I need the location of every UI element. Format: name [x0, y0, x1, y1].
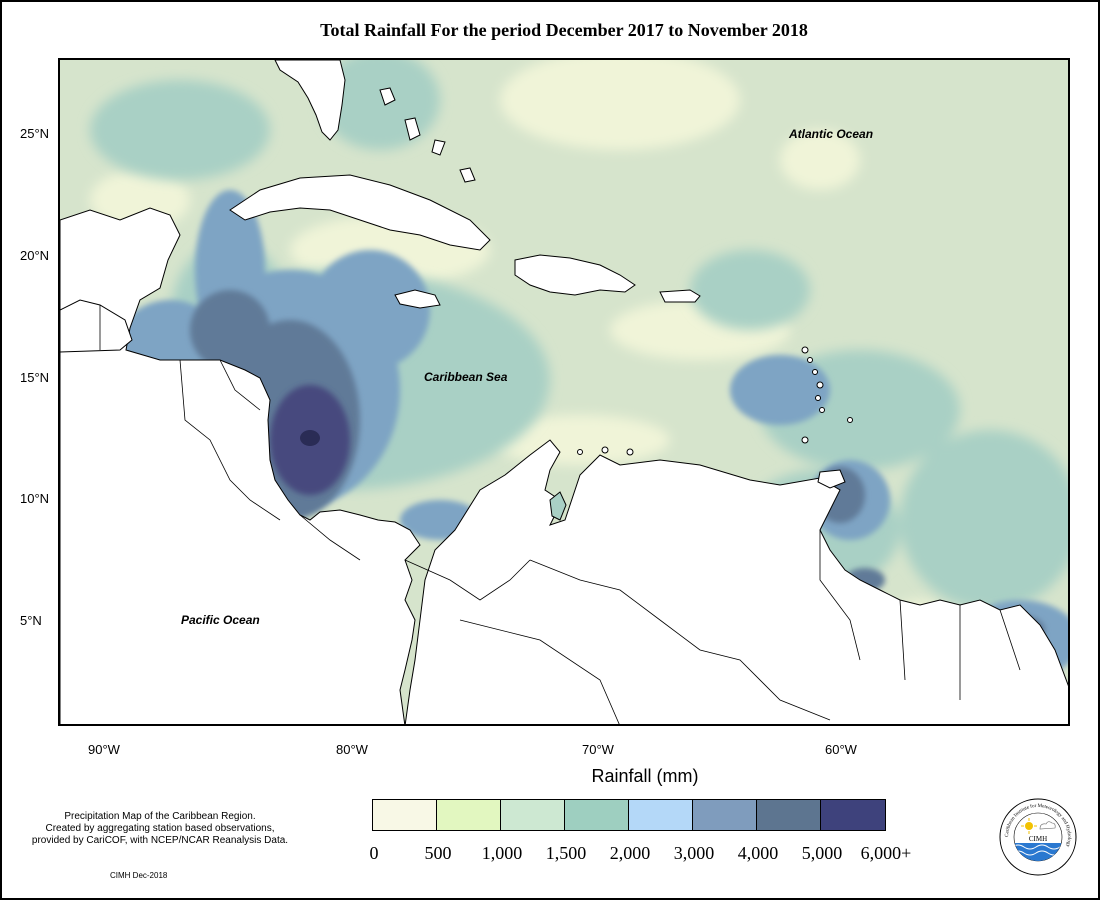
map-description: Precipitation Map of the Caribbean Regio… [10, 811, 310, 847]
note-line-3: provided by CariCOF, with NCEP/NCAR Rean… [31, 835, 289, 846]
cimh-logo: Caribbean Institute for Meteorology and … [998, 797, 1078, 877]
label-atlantic-ocean: Atlantic Ocean [789, 127, 874, 141]
legend-swatch-0 [373, 800, 437, 830]
cloud-icon [1039, 821, 1056, 830]
legend-swatch-5 [693, 800, 757, 830]
x-tick-80w: 80°W [336, 742, 368, 757]
map-graphic [60, 60, 1068, 724]
lake-maracaibo [549, 491, 567, 521]
y-tick-5n: 5°N [20, 613, 42, 628]
legend-break-label: 0 [369, 843, 379, 863]
country-borders [99, 305, 1021, 724]
y-tick-15n: 15°N [20, 370, 50, 385]
note-line-2: Created by aggregating station based obs… [45, 823, 275, 834]
legend-swatch-1 [437, 800, 501, 830]
legend-break-label: 3,000 [673, 843, 715, 863]
legend-swatch-2 [501, 800, 565, 830]
landmasses [60, 60, 1068, 724]
y-tick-10n: 10°N [20, 491, 50, 506]
sun-icon [1025, 822, 1033, 830]
label-caribbean-sea: Caribbean Sea [424, 370, 508, 384]
legend-break-label: 1,000 [481, 843, 523, 863]
note-line-1: Precipitation Map of the Caribbean Regio… [64, 811, 256, 822]
legend-break-label: 4,000 [737, 843, 779, 863]
logo-abbr: CIMH [1029, 835, 1047, 843]
map-title: Total Rainfall For the period December 2… [320, 20, 808, 40]
y-tick-20n: 20°N [20, 248, 50, 263]
legend-swatch-4 [629, 800, 693, 830]
legend-break-label: 2,000 [609, 843, 651, 863]
label-pacific-ocean: Pacific Ocean [181, 613, 260, 627]
y-tick-25n: 25°N [20, 126, 50, 141]
legend-break-label: 6,000+ [860, 843, 912, 863]
legend-title: Rainfall (mm) [591, 766, 699, 786]
legend-swatch-7 [821, 800, 885, 830]
rainfall-map [58, 58, 1070, 726]
legend-swatch-3 [565, 800, 629, 830]
legend-colorbar [372, 799, 886, 831]
credit-text: CIMH Dec-2018 [110, 871, 168, 880]
legend-break-label: 5,000 [801, 843, 843, 863]
x-tick-70w: 70°W [582, 742, 614, 757]
x-tick-90w: 90°W [88, 742, 120, 757]
legend-break-label: 1,500 [545, 843, 587, 863]
legend-swatch-6 [757, 800, 821, 830]
x-tick-60w: 60°W [825, 742, 857, 757]
legend-break-label: 500 [424, 843, 452, 863]
